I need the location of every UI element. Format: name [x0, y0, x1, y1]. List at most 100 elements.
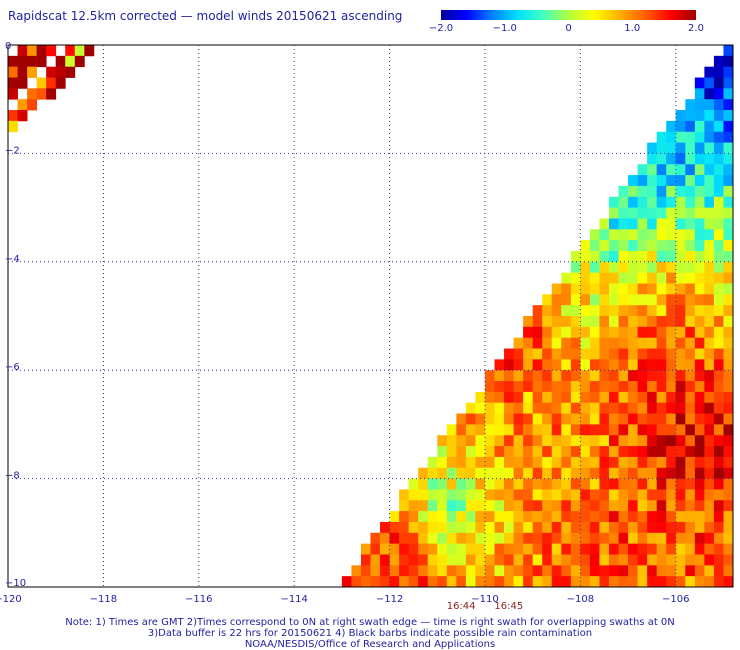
- heatmap-cell: [704, 185, 715, 198]
- heatmap-cell: [637, 272, 648, 284]
- heatmap-cell: [427, 467, 438, 479]
- heatmap-cell: [513, 391, 524, 404]
- heatmap-cell: [704, 413, 715, 425]
- heatmap-cell: [666, 381, 677, 393]
- heatmap-cell: [704, 576, 715, 588]
- heatmap-cell: [475, 500, 486, 512]
- heatmap-cell: [427, 576, 438, 588]
- heatmap-cell: [637, 576, 648, 588]
- heatmap-cell: [589, 565, 600, 577]
- heatmap-cell: [704, 272, 715, 284]
- heatmap-cell: [713, 500, 724, 512]
- heatmap-cell: [523, 456, 534, 469]
- heatmap-cell: [599, 218, 610, 230]
- heatmap-cell: [456, 489, 467, 501]
- heatmap-cell: [513, 565, 524, 577]
- heatmap-cell: [475, 565, 486, 577]
- heatmap-cell: [532, 316, 543, 328]
- heatmap-cell: [618, 467, 629, 479]
- heatmap-cell: [713, 391, 724, 404]
- heatmap-cell: [446, 554, 457, 566]
- heatmap-cell: [513, 543, 524, 555]
- heatmap-cell: [570, 456, 581, 469]
- heatmap-cell: [656, 207, 667, 219]
- heatmap-cell: [685, 337, 696, 349]
- heatmap-cell: [723, 467, 734, 479]
- heatmap-cell: [647, 261, 658, 274]
- heatmap-cell: [523, 446, 534, 458]
- heatmap-cell: [685, 521, 696, 534]
- heatmap-cell: [551, 337, 562, 349]
- heatmap-cell: [694, 500, 705, 512]
- heatmap-cell: [628, 175, 639, 187]
- heatmap-cell: [675, 131, 686, 143]
- heatmap-cell: [713, 55, 724, 68]
- heatmap-cell: [532, 500, 543, 512]
- heatmap-cell: [475, 391, 486, 404]
- heatmap-cell: [628, 446, 639, 458]
- heatmap-cell: [484, 500, 495, 512]
- heatmap-cell: [513, 576, 524, 588]
- heatmap-cell: [628, 207, 639, 219]
- heatmap-cell: [523, 543, 534, 555]
- heatmap-cell: [647, 283, 658, 295]
- heatmap-cell: [723, 489, 734, 501]
- heatmap-cell: [580, 446, 591, 458]
- heatmap-cell: [608, 229, 619, 241]
- heatmap-cell: [685, 511, 696, 523]
- heatmap-cell: [561, 554, 572, 566]
- heatmap-cell: [618, 478, 629, 490]
- heatmap-cell: [647, 402, 658, 414]
- heatmap-cell: [484, 446, 495, 458]
- heatmap-cell: [675, 272, 686, 284]
- heatmap-cell: [465, 413, 476, 425]
- heatmap-cell: [694, 196, 705, 208]
- heatmap-cell: [647, 337, 658, 349]
- heatmap-cell: [685, 359, 696, 371]
- heatmap-cell: [675, 261, 686, 274]
- heatmap-cell: [666, 565, 677, 577]
- heatmap-cell: [484, 511, 495, 523]
- heatmap-cell: [408, 521, 419, 534]
- heatmap-cell: [666, 489, 677, 501]
- heatmap-cell: [694, 229, 705, 241]
- heatmap-cell: [46, 66, 57, 78]
- heatmap-cell: [36, 88, 47, 100]
- x-tick-label: −106: [662, 594, 689, 605]
- heatmap-cell: [666, 153, 677, 165]
- heatmap-cell: [532, 435, 543, 447]
- heatmap-cell: [446, 576, 457, 588]
- heatmap-cell: [437, 467, 448, 479]
- heatmap-cell: [580, 424, 591, 436]
- heatmap-cell: [713, 66, 724, 78]
- heatmap-cell: [551, 489, 562, 501]
- heatmap-cell: [685, 229, 696, 241]
- heatmap-cell: [675, 316, 686, 328]
- heatmap-cell: [380, 554, 390, 566]
- heatmap-cell: [637, 316, 648, 328]
- heatmap-cell: [704, 175, 715, 187]
- heatmap-cell: [475, 424, 486, 436]
- heatmap-cell: [570, 467, 581, 479]
- heatmap-cell: [685, 131, 696, 143]
- heatmap-cell: [570, 261, 581, 274]
- heatmap-cell: [628, 348, 639, 360]
- heatmap-cell: [608, 576, 619, 588]
- x-tick-label: −114: [280, 594, 307, 605]
- heatmap-cell: [694, 272, 705, 284]
- heatmap-cell: [408, 478, 419, 490]
- heatmap-cell: [704, 305, 715, 317]
- heatmap-cell: [561, 316, 572, 328]
- heatmap-cell: [542, 565, 553, 577]
- heatmap-cell: [8, 77, 18, 89]
- heatmap-cell: [8, 110, 18, 122]
- heatmap-cell: [723, 554, 734, 566]
- heatmap-cell: [666, 185, 677, 198]
- heatmap-cell: [675, 511, 686, 523]
- heatmap-cell: [580, 326, 591, 339]
- heatmap-cell: [456, 511, 467, 523]
- heatmap-cell: [27, 88, 38, 100]
- heatmap-cell: [628, 554, 639, 566]
- heatmap-cell: [532, 532, 543, 545]
- heatmap-cell: [561, 283, 572, 295]
